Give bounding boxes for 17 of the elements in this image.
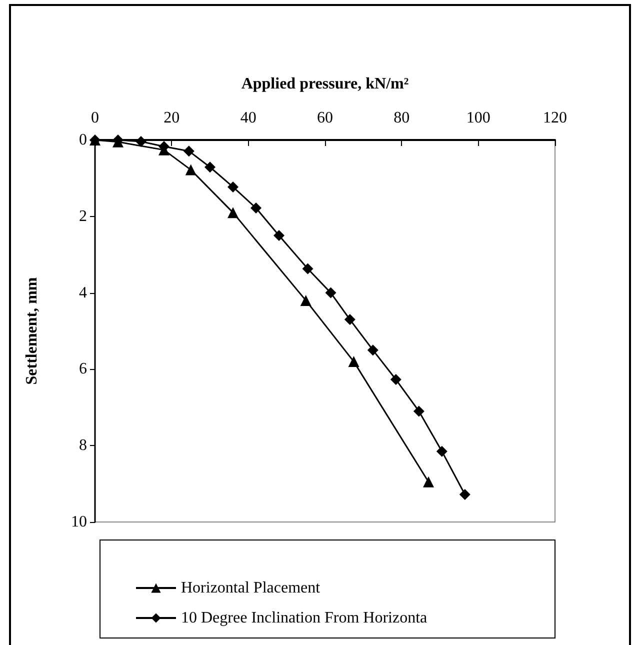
y-tick-label: 0 — [79, 132, 87, 148]
legend-label: Horizontal Placement — [181, 580, 321, 596]
x-tick-label: 40 — [240, 110, 256, 126]
y-tick-label: 4 — [79, 284, 87, 302]
legend-label: 10 Degree Inclination From Horizonta — [181, 610, 428, 626]
y-axis-title: Settlement, mm — [24, 276, 40, 385]
y-tick-label: 2 — [79, 208, 87, 225]
x-tick-label: 120 — [543, 110, 567, 126]
x-axis-title: Applied pressure, kN/m² — [241, 76, 409, 92]
x-tick-label: 0 — [91, 110, 99, 126]
x-tick-label: 20 — [164, 110, 180, 126]
y-tick-label: 10 — [71, 514, 87, 530]
y-tick-label: 8 — [79, 437, 87, 454]
x-tick-label: 100 — [466, 110, 490, 126]
x-tick-label: 60 — [317, 110, 333, 126]
x-tick-label: 80 — [394, 110, 410, 126]
y-tick-label: 6 — [79, 360, 87, 378]
